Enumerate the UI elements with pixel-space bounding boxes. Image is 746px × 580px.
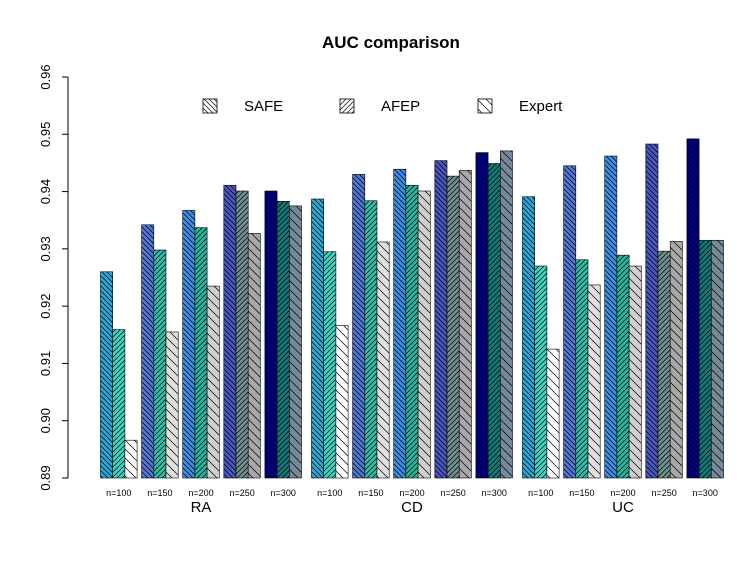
bar-hatch: [323, 251, 337, 479]
bar-hatch: [698, 239, 712, 479]
legend-swatch-safe: [202, 98, 218, 114]
x-axis-labels: n=100 n=150 n=200 n=250 n=300 RA n=100 n=150 n=2…: [106, 488, 718, 516]
group-label: RA: [191, 499, 212, 516]
bar-hatch: [628, 265, 642, 479]
legend-label-afep: AFEP: [381, 98, 420, 115]
bar-hatch: [393, 168, 407, 479]
bar-hatch: [364, 200, 378, 479]
subgroup-label: n=300: [693, 488, 718, 498]
legend-label-expert: Expert: [519, 98, 563, 115]
bar-hatch: [563, 165, 577, 479]
bar-hatch: [458, 170, 472, 479]
subgroup-label: n=250: [651, 488, 676, 498]
bar-hatch: [165, 331, 179, 479]
y-axis: 0.89 0.90 0.91 0.92 0.93 0.94 0.95 0.96: [38, 64, 69, 491]
legend: SAFE AFEP Expert: [202, 98, 563, 115]
bar-hatch: [405, 184, 419, 479]
group-label: UC: [612, 499, 634, 516]
y-tick-label: 0.95: [38, 122, 53, 147]
subgroup-label: n=100: [106, 488, 131, 498]
bar-hatch: [124, 439, 138, 479]
bar-hatch: [376, 241, 390, 479]
bar-hatch: [686, 138, 700, 479]
bar-hatch: [546, 348, 560, 479]
legend-swatch-expert: [477, 98, 493, 114]
y-tick-label: 0.89: [38, 465, 53, 490]
bar-hatch: [417, 190, 431, 479]
bar-hatch: [534, 265, 548, 479]
legend-swatch-afep: [339, 98, 355, 114]
bar-hatch: [141, 224, 155, 479]
bar-hatch: [669, 241, 683, 479]
bar-hatch: [194, 227, 208, 479]
bar-hatch: [311, 198, 324, 479]
bar-hatch: [235, 190, 249, 479]
subgroup-label: n=250: [229, 488, 254, 498]
y-tick-label: 0.94: [38, 179, 53, 204]
bar-hatch: [487, 163, 501, 479]
subgroup-label: n=150: [147, 488, 172, 498]
subgroup-label: n=200: [188, 488, 213, 498]
bar-hatch: [288, 205, 302, 479]
bar-hatch: [100, 271, 113, 479]
legend-label-safe: SAFE: [244, 98, 283, 115]
bar-hatch: [434, 160, 448, 479]
y-tick-label: 0.91: [38, 351, 53, 376]
bar-hatch: [710, 239, 724, 479]
bar-hatch: [352, 174, 366, 479]
bar-hatch: [153, 249, 167, 479]
subgroup-label: n=300: [271, 488, 296, 498]
y-tick-label: 0.92: [38, 293, 53, 318]
subgroup-label: n=200: [610, 488, 635, 498]
bar-hatch: [604, 155, 618, 479]
bar-hatch: [247, 233, 261, 479]
bar-hatch: [276, 201, 290, 479]
bar-area: [100, 138, 724, 479]
group-label: CD: [401, 499, 423, 516]
bar-hatch: [657, 250, 671, 479]
chart-title: AUC comparison: [322, 33, 460, 52]
bar-hatch: [645, 143, 659, 479]
subgroup-label: n=150: [358, 488, 383, 498]
subgroup-label: n=100: [317, 488, 342, 498]
subgroup-label: n=250: [440, 488, 465, 498]
bar-hatch: [264, 190, 278, 479]
y-tick-label: 0.93: [38, 236, 53, 261]
bar-hatch: [575, 259, 589, 479]
subgroup-label: n=300: [482, 488, 507, 498]
bar-hatch: [182, 210, 196, 479]
bar-hatch: [499, 150, 513, 479]
y-tick-label: 0.90: [38, 408, 53, 433]
bar-hatch: [223, 184, 237, 479]
y-tick-label: 0.96: [38, 64, 53, 89]
subgroup-label: n=200: [399, 488, 424, 498]
subgroup-label: n=150: [569, 488, 594, 498]
bar-hatch: [446, 175, 460, 479]
bar-hatch: [587, 284, 601, 479]
bar-hatch: [522, 196, 535, 479]
subgroup-label: n=100: [528, 488, 553, 498]
bar-hatch: [616, 254, 630, 479]
bar-hatch: [335, 325, 349, 479]
bar-hatch: [206, 285, 220, 479]
bar-hatch: [475, 152, 489, 479]
bar-hatch: [112, 329, 126, 479]
